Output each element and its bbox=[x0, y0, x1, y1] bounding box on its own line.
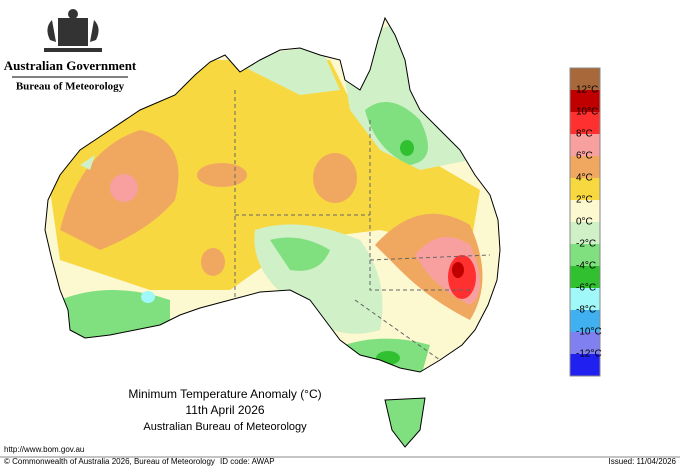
legend-swatch bbox=[570, 244, 600, 266]
footer-issued: Issued: 11/04/2026 bbox=[609, 457, 677, 466]
government-name: Australian Government bbox=[4, 58, 137, 73]
footer-url[interactable]: http://www.bom.gov.au bbox=[4, 445, 84, 454]
legend-label: 0°C bbox=[576, 217, 593, 228]
legend-label: -12°C bbox=[576, 349, 602, 360]
legend-label: 6°C bbox=[576, 151, 593, 162]
map-source: Australian Bureau of Meteorology bbox=[143, 421, 307, 433]
map-date: 11th April 2026 bbox=[185, 403, 264, 417]
legend-swatch bbox=[570, 178, 600, 200]
legend-swatch bbox=[570, 354, 600, 376]
legend-swatch bbox=[570, 90, 600, 112]
legend-swatch bbox=[570, 68, 600, 90]
legend: 12°C 10°C 8°C 6°C 4°C 2°C 0°C -2°C -4°C -6°C -8°C -… bbox=[569, 67, 602, 377]
legend-label: 4°C bbox=[576, 173, 593, 184]
legend-swatch bbox=[570, 134, 600, 156]
legend-swatch bbox=[570, 200, 600, 222]
legend-swatch bbox=[570, 288, 600, 310]
legend-label: -4°C bbox=[576, 261, 596, 272]
legend-label: -8°C bbox=[576, 305, 596, 316]
legend-swatch bbox=[570, 266, 600, 288]
footer-copyright: © Commonwealth of Australia 2026, Bureau… bbox=[4, 457, 215, 466]
coastline bbox=[44, 16, 501, 373]
coat-of-arms bbox=[44, 9, 102, 52]
legend-frame bbox=[569, 67, 601, 377]
legend-label: -2°C bbox=[576, 239, 596, 250]
legend-label: 12°C bbox=[576, 85, 598, 96]
legend-label: -6°C bbox=[576, 283, 596, 294]
legend-swatch bbox=[570, 332, 600, 354]
tasmania bbox=[384, 397, 426, 448]
legend-swatch bbox=[570, 112, 600, 134]
legend-label: 2°C bbox=[576, 195, 593, 206]
footer-id: ID code: AWAP bbox=[220, 457, 275, 466]
legend-label: 10°C bbox=[576, 107, 598, 118]
legend-swatch bbox=[570, 222, 600, 244]
map-title: Minimum Temperature Anomaly (°C) bbox=[128, 387, 321, 401]
legend-swatch bbox=[570, 310, 600, 332]
agency-name: Bureau of Meteorology bbox=[16, 81, 125, 93]
legend-swatch bbox=[570, 156, 600, 178]
legend-label: -10°C bbox=[576, 327, 602, 338]
legend-label: 8°C bbox=[576, 129, 593, 140]
